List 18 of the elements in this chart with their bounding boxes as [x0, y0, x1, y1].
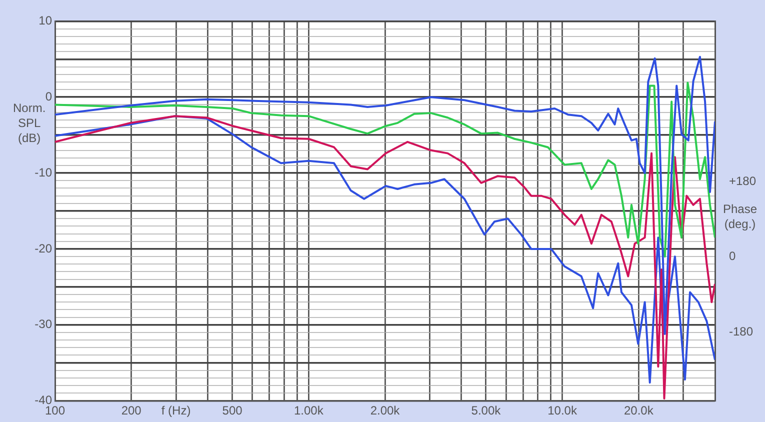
- y-axis-title: Norm. SPL (dB): [13, 101, 46, 146]
- y2-tick-label: 0: [729, 249, 736, 264]
- x-tick-label: 20.0k: [624, 403, 654, 418]
- x-tick-label: 1.00k: [294, 403, 324, 418]
- y-tick-label: -30: [34, 317, 52, 332]
- y-tick-label: 10: [38, 14, 52, 28]
- y-tick-label: -20: [34, 241, 52, 256]
- x-tick-label: 500: [222, 403, 243, 418]
- x-tick-label: f (Hz): [161, 403, 191, 418]
- x-tick-label: 200: [121, 403, 142, 418]
- x-tick-label: 10.0k: [548, 403, 578, 418]
- y-tick-label: -10: [34, 165, 52, 180]
- x-tick-label: 2.00k: [370, 403, 401, 418]
- y-tick-label: 0: [45, 89, 52, 104]
- y2-tick-label: -180: [729, 324, 754, 338]
- y2-axis-title: Phase (deg.): [723, 202, 758, 232]
- y2-tick-label: +180: [729, 174, 756, 188]
- x-tick-label: 5.00k: [471, 403, 502, 418]
